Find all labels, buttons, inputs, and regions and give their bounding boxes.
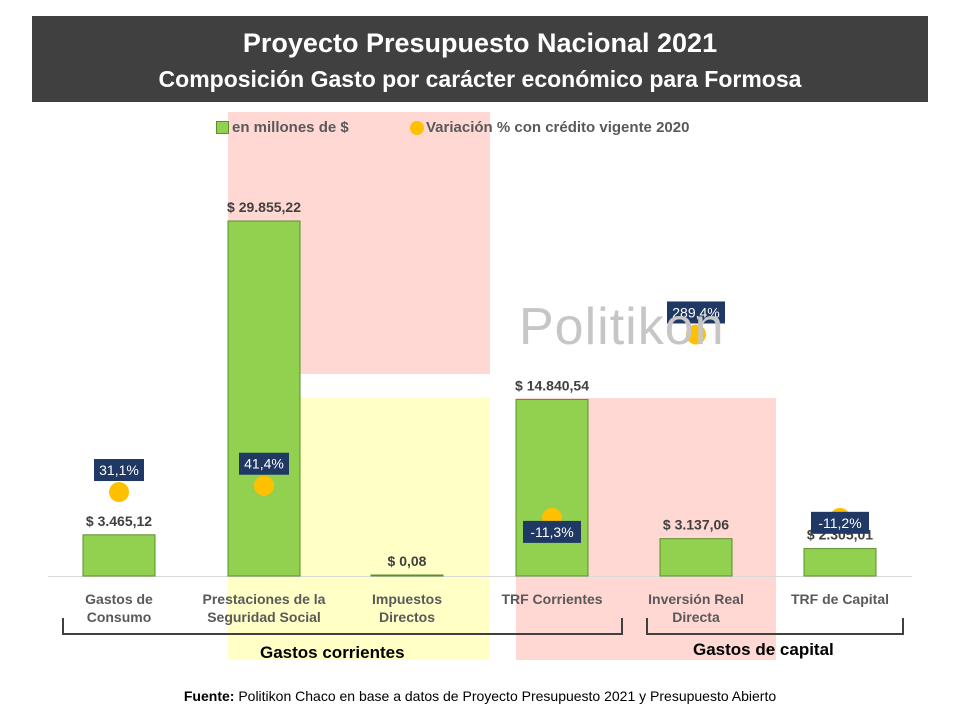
marker-label-box-0 <box>94 459 144 482</box>
category-label-line: Impuestos <box>371 591 442 607</box>
category-label-2: Impuestos Directos <box>332 590 482 626</box>
category-label-5: TRF de Capital <box>765 590 915 608</box>
source-note: Fuente: Politikon Chaco en base a datos … <box>0 688 960 704</box>
bar-value-label-3: $ 14.840,54 <box>515 378 589 394</box>
category-label-line: Gastos de <box>85 591 153 607</box>
category-label-line: Prestaciones de la <box>202 591 326 607</box>
category-label-0: Gastos de Consumo <box>44 590 194 626</box>
bar-2 <box>370 574 444 577</box>
chart-title-banner: Proyecto Presupuesto Nacional 2021 Compo… <box>32 16 928 102</box>
legend-item-markers: Variación % con crédito vigente 2020 <box>410 119 689 136</box>
legend-item-bars: en millones de $ <box>216 119 349 136</box>
bar-3 <box>515 399 589 577</box>
marker-label-box-3 <box>523 520 581 543</box>
legend-dot-swatch <box>410 120 424 135</box>
legend: en millones de $ Variación % con crédito… <box>0 119 960 141</box>
chart-title: Proyecto Presupuesto Nacional 2021 <box>242 28 718 58</box>
marker-dot-1 <box>254 475 274 496</box>
marker-label-0: 31,1% <box>99 462 139 478</box>
source-text: Politikon Chaco en base a datos de Proye… <box>234 688 777 704</box>
category-label-line: Consumo <box>86 609 152 625</box>
group-label-gastos-corrientes: Gastos corrientes <box>260 643 405 662</box>
marker-label-box-4 <box>667 301 725 324</box>
legend-bar-swatch <box>216 121 229 134</box>
marker-label-5: -11,2% <box>818 515 861 531</box>
marker-label-4: 289,4% <box>672 304 719 320</box>
bar-value-label-2: $ 0,08 <box>388 553 427 569</box>
category-label-3: TRF Corrientes <box>477 590 627 608</box>
category-label-4: Inversión Real Directa <box>621 590 771 626</box>
watermark: Politikon <box>519 298 725 356</box>
marker-label-box-5 <box>811 511 869 534</box>
chart-subtitle: Composición Gasto por carácter económico… <box>158 66 802 92</box>
category-label-line: Directa <box>672 609 720 625</box>
bar-value-label-4: $ 3.137,06 <box>663 517 729 533</box>
bar-5 <box>803 548 877 577</box>
bar-value-label-0: $ 3.465,12 <box>86 513 152 529</box>
category-label-line: TRF Corrientes <box>501 591 603 607</box>
marker-label-3: -11,3% <box>530 524 573 540</box>
bar-4 <box>659 538 733 577</box>
category-label-line: Inversión Real <box>648 591 744 607</box>
bar-1 <box>227 220 301 577</box>
marker-dot-4 <box>686 324 706 345</box>
marker-label-1: 41,4% <box>244 456 284 472</box>
group-label-gastos-de-capital: Gastos de capital <box>693 640 834 659</box>
legend-label-markers: Variación % con crédito vigente 2020 <box>426 119 690 136</box>
bracket-gastos-de-capital <box>646 618 904 635</box>
source-prefix: Fuente: <box>183 688 235 704</box>
bracket-gastos-corrientes <box>62 618 623 635</box>
category-label-line: Seguridad Social <box>207 609 321 625</box>
category-label-line: Directos <box>378 609 436 625</box>
marker-label-box-1 <box>239 452 289 475</box>
category-label-1: Prestaciones de la Seguridad Social <box>189 590 339 626</box>
bar-0 <box>82 534 156 577</box>
legend-label-bars: en millones de $ <box>232 119 349 136</box>
marker-dot-0 <box>109 482 129 503</box>
category-label-line: TRF de Capital <box>790 591 889 607</box>
bar-value-label-1: $ 29.855,22 <box>227 199 301 215</box>
